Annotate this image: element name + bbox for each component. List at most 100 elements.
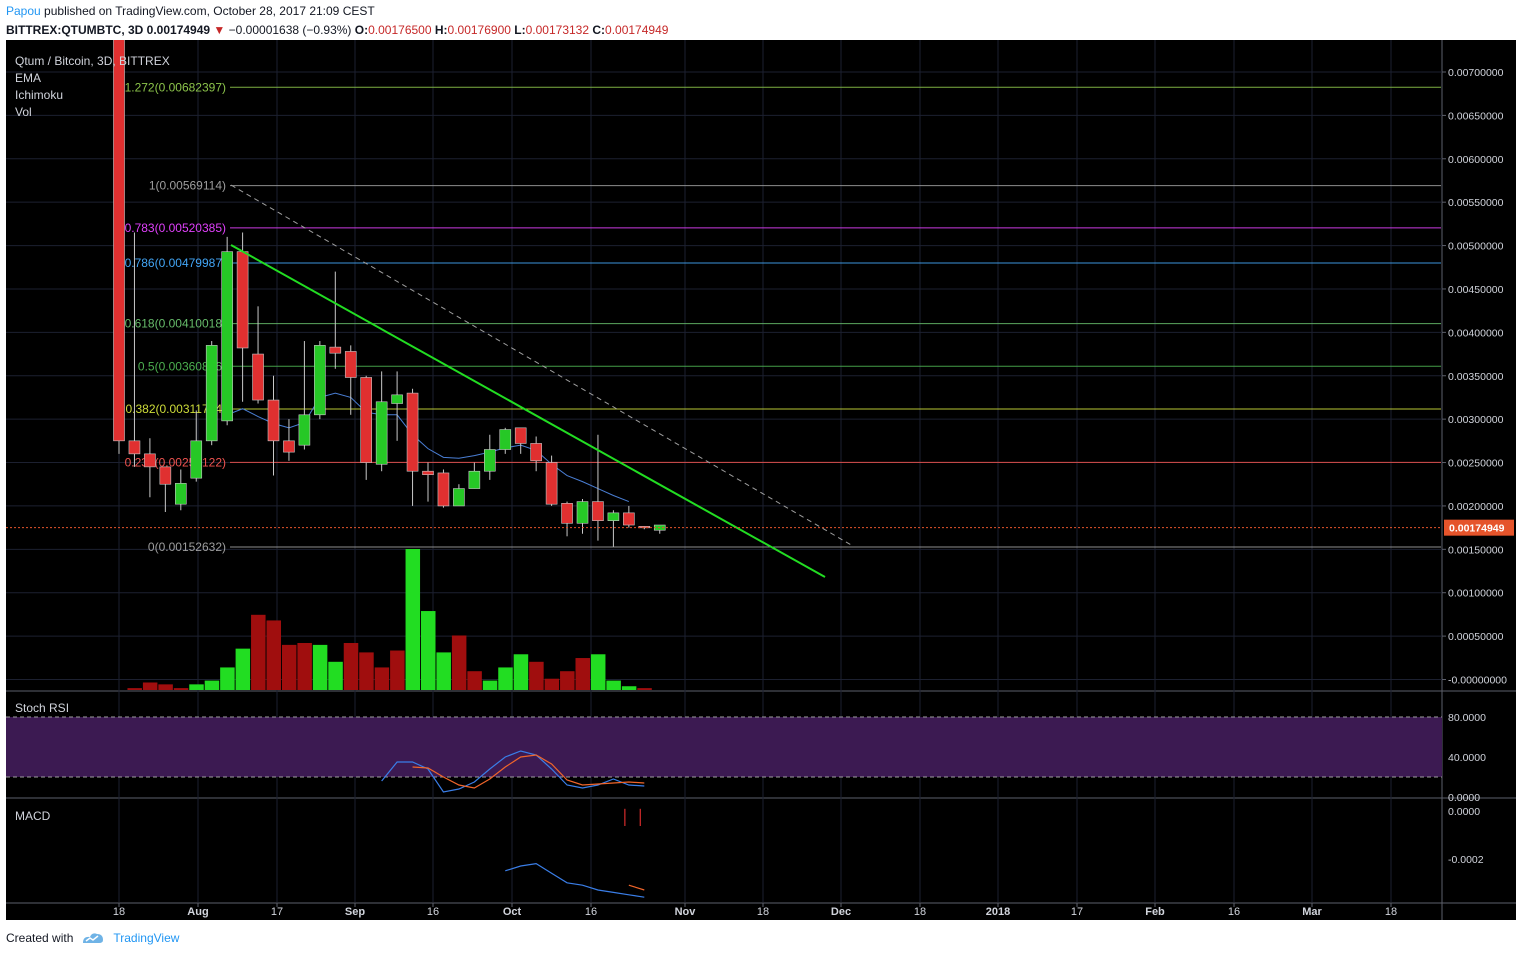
candles [113,40,666,547]
volume-bar [328,661,343,690]
volume-bar [436,652,451,690]
volume-bar [251,614,266,690]
price-tick-label: 0.00700000 [1448,67,1504,79]
candle [499,429,512,450]
stoch-rsi-label: Stoch RSI [15,701,69,715]
price-tick-label: 0.00400000 [1448,327,1504,339]
time-tick-label: 2018 [986,906,1010,918]
price-tick-label: 0.00600000 [1448,154,1504,166]
time-tick-label: 18 [757,906,769,918]
legend-vol[interactable]: Vol [15,105,32,119]
close-label: C: [592,23,606,37]
volume-bar [637,688,652,690]
change-value: −0.00001638 (−0.93%) [228,23,352,37]
macd-signal-line [628,884,645,891]
time-tick-label: Dec [831,906,851,918]
fib-level-label: 0.382(0.00311734) [125,402,226,416]
price-tick-label: -0.00000000 [1448,675,1507,687]
time-tick-label: 16 [427,906,439,918]
volume-bar [173,688,189,690]
candle [561,503,573,524]
time-tick-label: Mar [1302,906,1322,918]
candle [623,512,635,526]
low-value: 0.00173132 [525,23,590,37]
publish-text: published on TradingView.com, October 28… [44,4,375,18]
chart-area[interactable]: 1.272(0.00682397) 1(0.00569114) 0.783(0.00… [0,40,1522,922]
macd-line [505,862,645,898]
last-price: 0.00174949 [146,23,211,37]
volume-bar [374,667,390,690]
candle [283,440,295,453]
candle [236,251,249,349]
high-value: 0.00176900 [447,23,511,37]
time-tick-label: Aug [187,906,208,918]
price-tick-label: 0.00550000 [1448,197,1504,209]
price-tick-label: 0.00050000 [1448,631,1504,643]
price-tick-label: 0.00650000 [1448,110,1504,122]
price-tick-label: 0.00250000 [1448,458,1504,470]
macd-tick-label: -0.0002 [1448,854,1484,866]
volume-bar [158,684,173,690]
volume-bar [621,686,637,690]
candle [483,449,496,472]
candle [514,427,527,444]
volume-bar [498,667,513,690]
high-label: H: [434,23,448,37]
ema-line [226,392,630,503]
volume-bar [127,688,142,690]
created-with-text: Created with [6,931,74,945]
volume-bar [297,643,312,690]
time-tick-label: 17 [1071,906,1083,918]
legend: Qtum / Bitcoin, 3D, BITTREX EMA Ichimoku… [15,54,170,823]
time-tick-label: Sep [345,906,365,918]
volume-bar [312,644,328,690]
volume-bar [590,654,606,690]
fib-level-label: 0.5(0.00360876) [138,359,226,373]
time-tick-label: 18 [1385,906,1397,918]
price-tick-label: 0.00100000 [1448,588,1504,600]
volume-bar [359,652,374,690]
candle [545,462,558,505]
candle [638,526,651,529]
volume-bar [220,667,235,690]
author-link[interactable]: Papou [6,4,41,18]
volume-bar [529,661,544,690]
candle [159,466,172,485]
fib-level-label: 1.272(0.00682397) [125,80,226,94]
time-tick-label: Nov [675,906,697,918]
candle [406,392,419,472]
volume-bar [451,635,467,690]
symbol: BITTREX:QTUMBTC, 3D [6,23,144,37]
candle [190,440,203,479]
volume-bar [390,650,405,690]
tradingview-link[interactable]: TradingView [113,931,180,945]
candle [329,346,342,354]
stoch-tick-label: 40.0000 [1448,752,1486,764]
candle [375,401,388,465]
legend-title: Qtum / Bitcoin, 3D, BITTREX [15,54,170,68]
price-tick-label: 0.00450000 [1448,284,1504,296]
symbol-info: BITTREX:QTUMBTC, 3D 0.00174949 ▼ −0.0000… [6,23,668,37]
stoch-band [6,717,1442,777]
volume-bar [235,648,251,690]
volume-bar [544,678,560,690]
legend-ichimoku[interactable]: Ichimoku [15,88,63,102]
candle [113,40,125,442]
tradingview-logo-icon [83,933,104,943]
legend-ema[interactable]: EMA [15,71,41,85]
stoch-rsi-pane [6,716,1442,793]
volume-bar [204,680,220,690]
chart-background [6,40,1516,920]
current-price-tag [1444,519,1514,536]
volume-bar [405,549,421,690]
candle [530,443,542,462]
candle [252,353,264,401]
volume-bar [142,682,158,690]
price-tick-label: 0.00500000 [1448,241,1504,253]
fib-level-label: 0(0.00152632) [148,540,226,554]
publish-info: Papou published on TradingView.com, Octo… [6,4,375,18]
volume-bar [266,620,281,690]
axes: 18 Aug 17 Sep 16 Oct 16 Nov 18 Dec 18 2018 17 Feb 16 Ma… [113,67,1514,918]
candle [592,501,604,521]
fib-level-label: 0.786(0.00479987) [125,256,226,270]
